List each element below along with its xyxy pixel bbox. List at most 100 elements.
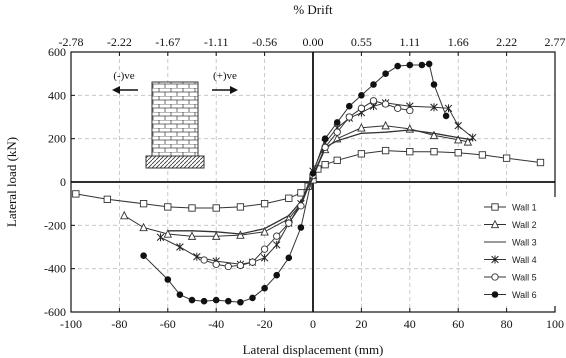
data-point-circle <box>357 104 366 112</box>
top-tick-label: -2.22 <box>107 35 132 49</box>
data-point-square <box>321 161 329 169</box>
data-point-square <box>285 194 293 202</box>
data-point-square <box>333 156 341 164</box>
data-point-circle <box>285 219 293 227</box>
data-point-filled-circle <box>321 135 329 142</box>
data-point-filled-circle <box>297 224 305 231</box>
data-point-square <box>297 189 305 197</box>
top-tick-label: 1.11 <box>400 35 421 49</box>
positive-arrow-head <box>230 86 238 94</box>
data-point-filled-circle <box>212 296 220 304</box>
series-wall-5 <box>200 97 414 271</box>
legend-item-wall-1: Wall 1 <box>484 203 537 213</box>
data-point-asterisk <box>468 133 477 142</box>
data-point-filled-circle <box>394 62 402 70</box>
data-point-filled-circle <box>345 102 353 110</box>
legend-label: Wall 4 <box>512 255 537 265</box>
x-tick-label: 60 <box>452 317 464 331</box>
legend-item-wall-2: Wall 2 <box>484 219 537 230</box>
data-point-square <box>236 203 245 211</box>
y-tick-label: -200 <box>44 218 66 232</box>
top-tick-label: 0.00 <box>303 35 324 49</box>
data-point-triangle <box>260 227 269 236</box>
data-point-filled-circle <box>225 297 232 305</box>
data-point-filled-circle <box>358 92 365 99</box>
legend-label: Wall 6 <box>512 290 537 300</box>
data-point-filled-circle <box>188 296 196 304</box>
legend-item-wall-5: Wall 5 <box>484 273 537 283</box>
axes: -100 -80 -60 -40 -20 0 20 40 60 80 1006004002000-2… <box>44 35 566 331</box>
top-tick-label: -0.56 <box>252 35 277 49</box>
data-point-asterisk <box>444 104 453 113</box>
series-wall-4 <box>156 98 477 269</box>
data-point-filled-circle <box>237 298 244 306</box>
top-tick-label: 2.22 <box>496 35 517 49</box>
top-tick-label: 0.55 <box>351 35 372 49</box>
data-point-filled-circle <box>382 70 389 77</box>
data-point-filled-circle <box>491 291 499 298</box>
data-point-circle <box>381 100 390 108</box>
data-point-filled-circle <box>285 254 293 262</box>
legend: Wall 1 Wall 2 Wall 3 Wall 4 Wall 5 Wall 6 <box>482 197 556 306</box>
legend-item-wall-3: Wall 3 <box>484 238 537 248</box>
y-tick-label: 200 <box>48 132 66 146</box>
data-point-triangle <box>463 137 473 146</box>
data-point-filled-circle <box>273 271 281 279</box>
legend-item-wall-4: Wall 4 <box>484 255 537 265</box>
legend-item-wall-6: Wall 6 <box>484 290 537 300</box>
series-wall-6 <box>140 60 450 306</box>
data-point-filled-circle <box>442 112 450 120</box>
data-point-circle <box>333 128 341 136</box>
data-point-square <box>188 204 196 212</box>
data-point-circle <box>200 256 208 264</box>
data-point-circle <box>345 113 353 121</box>
data-point-circle <box>369 97 378 105</box>
x-tick-label: -40 <box>208 317 224 331</box>
top-tick-label: -2.78 <box>59 35 84 49</box>
data-point-square <box>454 149 462 157</box>
y-tick-label: -600 <box>44 305 66 319</box>
x-tick-label: 80 <box>501 317 513 331</box>
data-point-filled-circle <box>249 294 256 302</box>
legend-label: Wall 1 <box>512 203 537 213</box>
data-point-square <box>103 195 111 203</box>
x-tick-label: 20 <box>355 317 367 331</box>
data-point-triangle <box>120 210 129 220</box>
data-point-asterisk <box>156 233 165 242</box>
data-point-square <box>406 148 414 156</box>
y-axis-title: Lateral load (kN) <box>4 137 19 227</box>
legend-label: Wall 3 <box>512 238 537 248</box>
series-line-wall-4 <box>160 102 474 265</box>
data-point-filled-circle <box>164 276 172 283</box>
data-point-filled-circle <box>370 81 377 88</box>
data-point-filled-circle <box>430 81 438 88</box>
data-point-circle <box>406 106 414 115</box>
data-point-asterisk <box>430 103 438 112</box>
x-tick-label: 40 <box>404 317 416 331</box>
data-point-square <box>72 190 80 198</box>
top-tick-label: 2.77 <box>545 35 566 49</box>
series-group <box>72 60 545 306</box>
y-tick-label: 400 <box>48 88 66 102</box>
data-point-triangle <box>187 231 197 240</box>
x-tick-label: -60 <box>160 317 176 331</box>
data-point-circle <box>224 262 232 271</box>
data-point-square <box>430 148 438 156</box>
negative-arrow-head <box>112 86 120 94</box>
data-point-asterisk <box>193 252 201 261</box>
data-point-triangle <box>381 120 390 130</box>
data-point-triangle <box>211 231 221 240</box>
data-point-filled-circle <box>140 252 147 259</box>
y-tick-label: -400 <box>44 262 66 276</box>
data-point-filled-circle <box>418 61 426 69</box>
data-point-triangle <box>139 222 148 232</box>
data-point-filled-circle <box>406 61 414 69</box>
data-point-asterisk <box>454 121 462 130</box>
data-point-filled-circle <box>200 297 208 305</box>
data-point-filled-circle <box>425 60 433 68</box>
legend-background <box>482 197 556 306</box>
data-point-triangle <box>163 229 173 238</box>
brick-wall-sketch <box>151 81 199 157</box>
